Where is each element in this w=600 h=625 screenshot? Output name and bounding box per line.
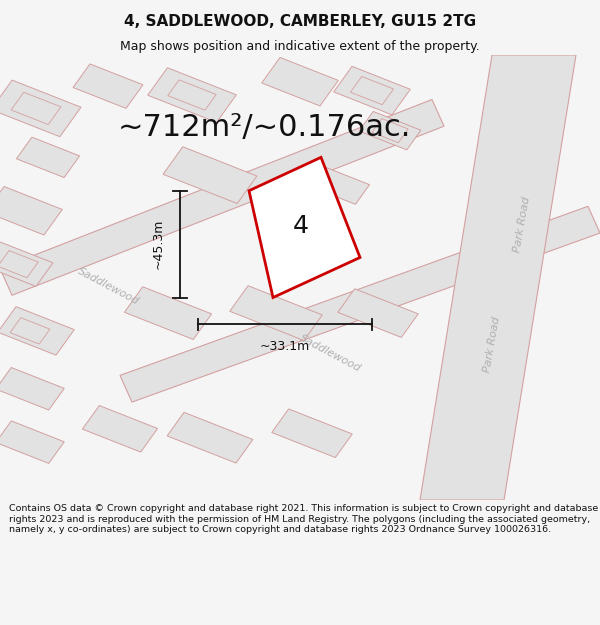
Polygon shape: [16, 137, 80, 178]
Polygon shape: [148, 68, 236, 122]
Polygon shape: [338, 289, 418, 338]
Polygon shape: [334, 66, 410, 115]
Text: ~33.1m: ~33.1m: [260, 340, 310, 352]
Polygon shape: [272, 409, 352, 458]
Text: 4, SADDLEWOOD, CAMBERLEY, GU15 2TG: 4, SADDLEWOOD, CAMBERLEY, GU15 2TG: [124, 14, 476, 29]
Polygon shape: [230, 286, 322, 341]
Polygon shape: [420, 55, 576, 500]
Polygon shape: [0, 242, 53, 286]
Text: Park Road: Park Road: [512, 195, 532, 253]
Text: Map shows position and indicative extent of the property.: Map shows position and indicative extent…: [120, 40, 480, 53]
Polygon shape: [0, 186, 62, 235]
Polygon shape: [0, 307, 74, 355]
Polygon shape: [0, 80, 81, 137]
Polygon shape: [167, 412, 253, 463]
Polygon shape: [302, 164, 370, 204]
Polygon shape: [249, 158, 360, 298]
Polygon shape: [0, 421, 64, 463]
Text: Park Road: Park Road: [482, 316, 502, 373]
Polygon shape: [0, 99, 444, 295]
Polygon shape: [82, 406, 158, 452]
Text: 4: 4: [293, 214, 309, 238]
Text: Saddlewood: Saddlewood: [76, 266, 140, 307]
Polygon shape: [0, 368, 64, 410]
Text: ~712m²/~0.176ac.: ~712m²/~0.176ac.: [118, 113, 410, 142]
Text: Contains OS data © Crown copyright and database right 2021. This information is : Contains OS data © Crown copyright and d…: [9, 504, 598, 534]
Polygon shape: [163, 147, 257, 204]
Polygon shape: [359, 111, 421, 150]
Polygon shape: [262, 58, 338, 106]
Text: ~45.3m: ~45.3m: [152, 219, 165, 269]
Text: Saddlewood: Saddlewood: [298, 332, 362, 374]
Polygon shape: [73, 64, 143, 108]
Polygon shape: [120, 206, 600, 402]
Polygon shape: [124, 287, 212, 339]
